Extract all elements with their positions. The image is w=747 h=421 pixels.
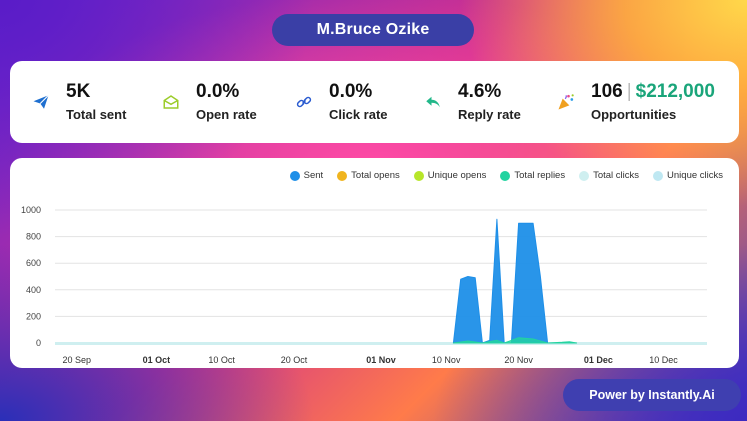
chart-legend: Sent Total opens Unique opens Total repl…: [289, 170, 723, 181]
footer-credit-text: Power by Instantly.Ai: [589, 388, 715, 402]
reply-arrow-icon: [422, 91, 444, 113]
stat-label: Reply rate: [458, 106, 521, 122]
y-tick-label: 200: [26, 311, 41, 321]
x-tick-label: 20 Sep: [62, 355, 91, 365]
x-tick-label: 01 Oct: [143, 355, 171, 365]
envelope-open-icon: [160, 91, 182, 113]
legend-item-total-replies[interactable]: Total replies: [500, 170, 565, 181]
stat-label: Open rate: [196, 106, 257, 122]
x-tick-label: 10 Oct: [208, 355, 235, 365]
stat-value: 4.6%: [458, 80, 502, 102]
area-chart: 0 200 400 600 800 1000 20 Sep 01 Oct 10 Oct 20 Oc…: [21, 205, 707, 365]
paper-plane-icon: [30, 91, 52, 113]
legend-item-unique-clicks[interactable]: Unique clicks: [653, 170, 723, 181]
stat-open-rate: 0.0% Open rate: [160, 61, 257, 143]
stat-value: 0.0%: [329, 80, 373, 102]
opportunities-count: 106: [591, 80, 623, 102]
stat-opportunities: 106 | $212,000 Opportunities: [555, 61, 715, 143]
y-tick-label: 0: [36, 338, 41, 348]
x-tick-label: 10 Nov: [432, 355, 461, 365]
stat-label: Click rate: [329, 106, 388, 122]
legend-item-total-opens[interactable]: Total opens: [337, 170, 400, 181]
stats-card: 5K Total sent 0.0% Open rate 0.0% Click …: [10, 61, 739, 143]
legend-item-total-clicks[interactable]: Total clicks: [579, 170, 639, 181]
page-title: M.Bruce Ozike: [272, 14, 474, 46]
legend-item-sent[interactable]: Sent: [289, 170, 323, 181]
x-tick-label: 10 Dec: [649, 355, 678, 365]
y-tick-label: 1000: [21, 205, 41, 215]
x-tick-label: 01 Dec: [584, 355, 613, 365]
stat-click-rate: 0.0% Click rate: [293, 61, 388, 143]
page-title-text: M.Bruce Ozike: [316, 21, 430, 38]
opportunities-value: $212,000: [635, 80, 715, 102]
x-tick-label: 20 Oct: [281, 355, 308, 365]
x-tick-label: 01 Nov: [366, 355, 396, 365]
stat-label: Opportunities: [591, 106, 677, 122]
stat-value: 5K: [66, 80, 91, 102]
stat-reply-rate: 4.6% Reply rate: [422, 61, 521, 143]
stat-total-sent: 5K Total sent: [30, 61, 126, 143]
y-tick-label: 600: [26, 258, 41, 268]
series-area-sent: [452, 218, 549, 344]
footer-credit: Power by Instantly.Ai: [563, 379, 741, 411]
y-tick-label: 400: [26, 285, 41, 295]
stat-label: Total sent: [66, 106, 127, 122]
party-popper-icon: [555, 91, 577, 113]
stat-value: 0.0%: [196, 80, 240, 102]
legend-item-unique-opens[interactable]: Unique opens: [413, 170, 486, 181]
series-baseline-clicks: [55, 342, 707, 345]
y-tick-label: 800: [26, 232, 41, 242]
link-icon: [293, 91, 315, 113]
chart-card: Sent Total opens Unique opens Total repl…: [10, 158, 739, 368]
series-area-total-replies: [452, 337, 578, 344]
x-tick-label: 20 Nov: [504, 355, 533, 365]
